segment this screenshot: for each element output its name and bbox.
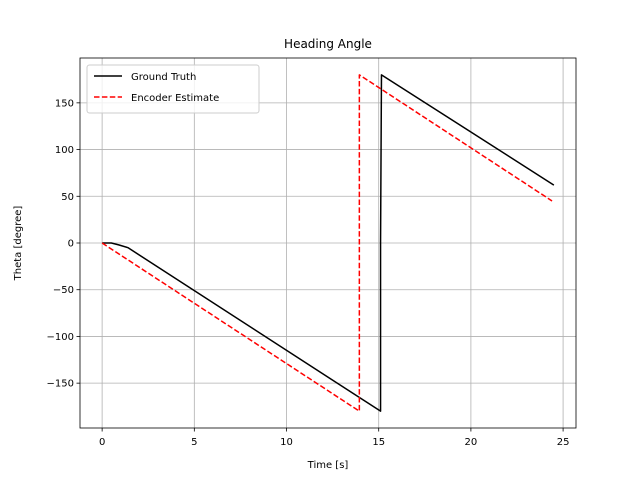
y-tick-label: −100 — [47, 332, 74, 343]
x-axis-label: Time [s] — [307, 460, 349, 471]
series-line-encoder-estimate — [101, 74, 553, 412]
y-tick-label: 0 — [68, 239, 74, 250]
x-tick-label: 25 — [557, 437, 570, 448]
grid-lines — [80, 58, 576, 428]
x-tick-label: 5 — [191, 437, 197, 448]
chart-title: Heading Angle — [284, 37, 372, 51]
legend-label: Ground Truth — [131, 72, 196, 83]
x-tick-label: 0 — [99, 437, 105, 448]
x-tick-label: 20 — [465, 437, 478, 448]
series-line-ground-truth — [102, 74, 555, 412]
x-axis: 0 5 10 15 20 25 — [99, 428, 570, 448]
x-tick-label: 10 — [280, 437, 293, 448]
y-tick-label: −150 — [47, 379, 74, 390]
y-tick-label: 150 — [55, 98, 74, 109]
y-tick-label: 100 — [55, 145, 74, 156]
legend-box — [86, 64, 260, 114]
x-tick-label: 15 — [372, 437, 385, 448]
legend-label: Encoder Estimate — [131, 93, 219, 104]
y-axis: −150 −100 −50 0 50 100 150 — [47, 98, 80, 390]
legend: Ground Truth Encoder Estimate — [86, 64, 260, 114]
y-tick-label: 50 — [61, 192, 74, 203]
y-axis-label: Theta [degree] — [13, 206, 24, 282]
plot-series — [101, 74, 555, 412]
y-tick-label: −50 — [53, 285, 74, 296]
